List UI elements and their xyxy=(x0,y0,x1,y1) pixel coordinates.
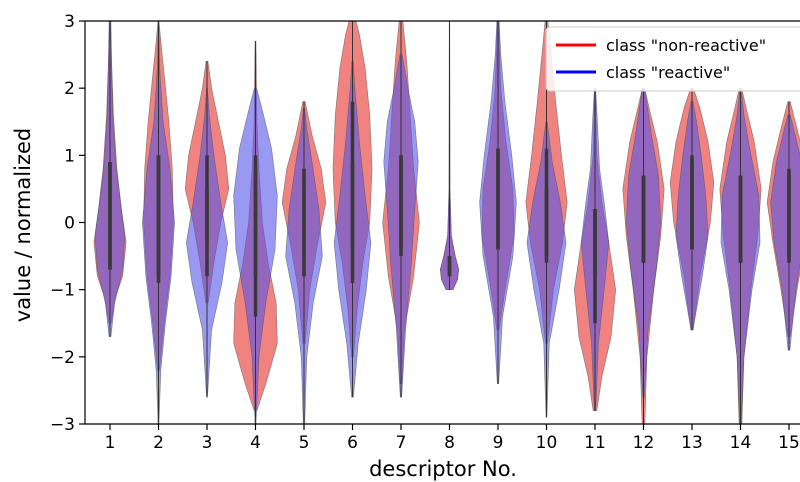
x-tick-label: 6 xyxy=(347,433,358,453)
iqr-box-reactive-14 xyxy=(738,175,743,263)
x-tick-label: 13 xyxy=(681,433,703,453)
y-axis-label: value / normalized xyxy=(11,128,35,322)
x-tick-label: 8 xyxy=(444,433,455,453)
y-tick-label: 1 xyxy=(64,146,75,166)
y-tick-label: 2 xyxy=(64,79,75,99)
x-tick-label: 5 xyxy=(299,433,310,453)
iqr-box-reactive-15 xyxy=(787,175,791,257)
iqr-box-reactive-13 xyxy=(690,162,694,250)
x-axis: 1 2 3 4 5 6 7 8 9 10 11 12 13 14 15 xyxy=(105,424,800,453)
x-tick-label: 11 xyxy=(584,433,606,453)
y-tick-label: 3 xyxy=(64,12,75,32)
iqr-box-reactive-5 xyxy=(302,188,306,277)
x-tick-label: 14 xyxy=(730,433,752,453)
y-tick-label: 0 xyxy=(64,214,75,234)
x-tick-label: 3 xyxy=(202,433,213,453)
iqr-box-reactive-8 xyxy=(447,256,452,277)
x-tick-label: 4 xyxy=(250,433,261,453)
x-tick-label: 15 xyxy=(778,433,800,453)
y-axis: −3 −2 −1 0 1 2 3 xyxy=(50,12,85,435)
iqr-box-reactive-3 xyxy=(205,188,209,277)
x-tick-label: 7 xyxy=(396,433,407,453)
iqr-box-reactive-7 xyxy=(399,155,403,257)
x-tick-label: 2 xyxy=(153,433,164,453)
iqr-box-reactive-2 xyxy=(156,155,161,283)
legend-box xyxy=(545,26,800,92)
y-tick-label: −3 xyxy=(50,415,75,435)
iqr-box-reactive-12 xyxy=(641,175,646,263)
iqr-box-reactive-11 xyxy=(593,209,597,277)
legend-label-reactive: class "reactive" xyxy=(606,63,730,82)
plot-area xyxy=(93,21,800,424)
x-tick-label: 9 xyxy=(493,433,504,453)
iqr-box-reactive-6 xyxy=(350,162,355,283)
iqr-box-reactive-4 xyxy=(253,168,258,277)
iqr-box-reactive-9 xyxy=(496,148,500,250)
x-tick-label: 10 xyxy=(536,433,558,453)
x-tick-label: 1 xyxy=(105,433,116,453)
legend-label-non-reactive: class "non-reactive" xyxy=(606,36,766,55)
y-tick-label: −2 xyxy=(50,348,75,368)
iqr-box-reactive-1 xyxy=(108,162,112,270)
iqr-box-reactive-10 xyxy=(544,188,549,263)
x-axis-label: descriptor No. xyxy=(369,457,517,481)
violin-reactive-15 xyxy=(770,114,800,351)
legend: class "non-reactive" class "reactive" xyxy=(545,26,800,92)
x-tick-label: 12 xyxy=(633,433,655,453)
y-tick-label: −1 xyxy=(50,281,75,301)
